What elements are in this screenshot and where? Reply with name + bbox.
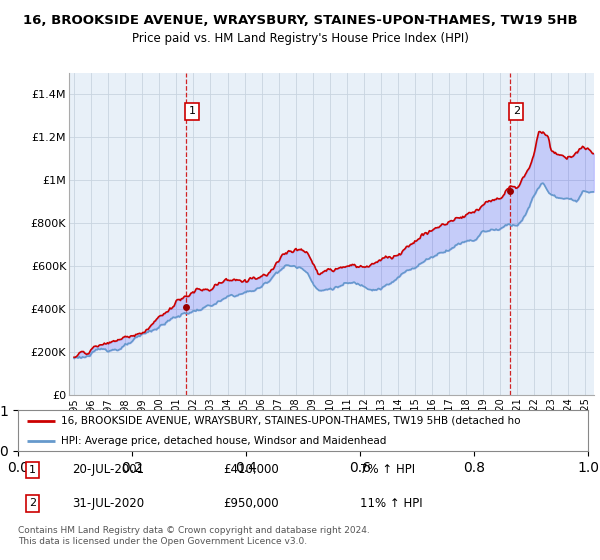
Text: 2: 2 — [512, 106, 520, 116]
Text: Contains HM Land Registry data © Crown copyright and database right 2024.
This d: Contains HM Land Registry data © Crown c… — [18, 526, 370, 546]
Text: 11% ↑ HPI: 11% ↑ HPI — [360, 497, 422, 510]
Text: 16, BROOKSIDE AVENUE, WRAYSBURY, STAINES-UPON-THAMES, TW19 5HB (detached ho: 16, BROOKSIDE AVENUE, WRAYSBURY, STAINES… — [61, 416, 520, 426]
Text: 7% ↑ HPI: 7% ↑ HPI — [360, 463, 415, 477]
Text: 1: 1 — [29, 465, 36, 475]
Text: 20-JUL-2001: 20-JUL-2001 — [72, 463, 144, 477]
Text: £410,000: £410,000 — [223, 463, 279, 477]
Text: 16, BROOKSIDE AVENUE, WRAYSBURY, STAINES-UPON-THAMES, TW19 5HB: 16, BROOKSIDE AVENUE, WRAYSBURY, STAINES… — [23, 14, 577, 27]
Text: £950,000: £950,000 — [223, 497, 279, 510]
Text: 2: 2 — [29, 498, 36, 508]
Text: Price paid vs. HM Land Registry's House Price Index (HPI): Price paid vs. HM Land Registry's House … — [131, 32, 469, 45]
Text: 1: 1 — [189, 106, 196, 116]
Text: 31-JUL-2020: 31-JUL-2020 — [72, 497, 144, 510]
Text: HPI: Average price, detached house, Windsor and Maidenhead: HPI: Average price, detached house, Wind… — [61, 436, 386, 446]
